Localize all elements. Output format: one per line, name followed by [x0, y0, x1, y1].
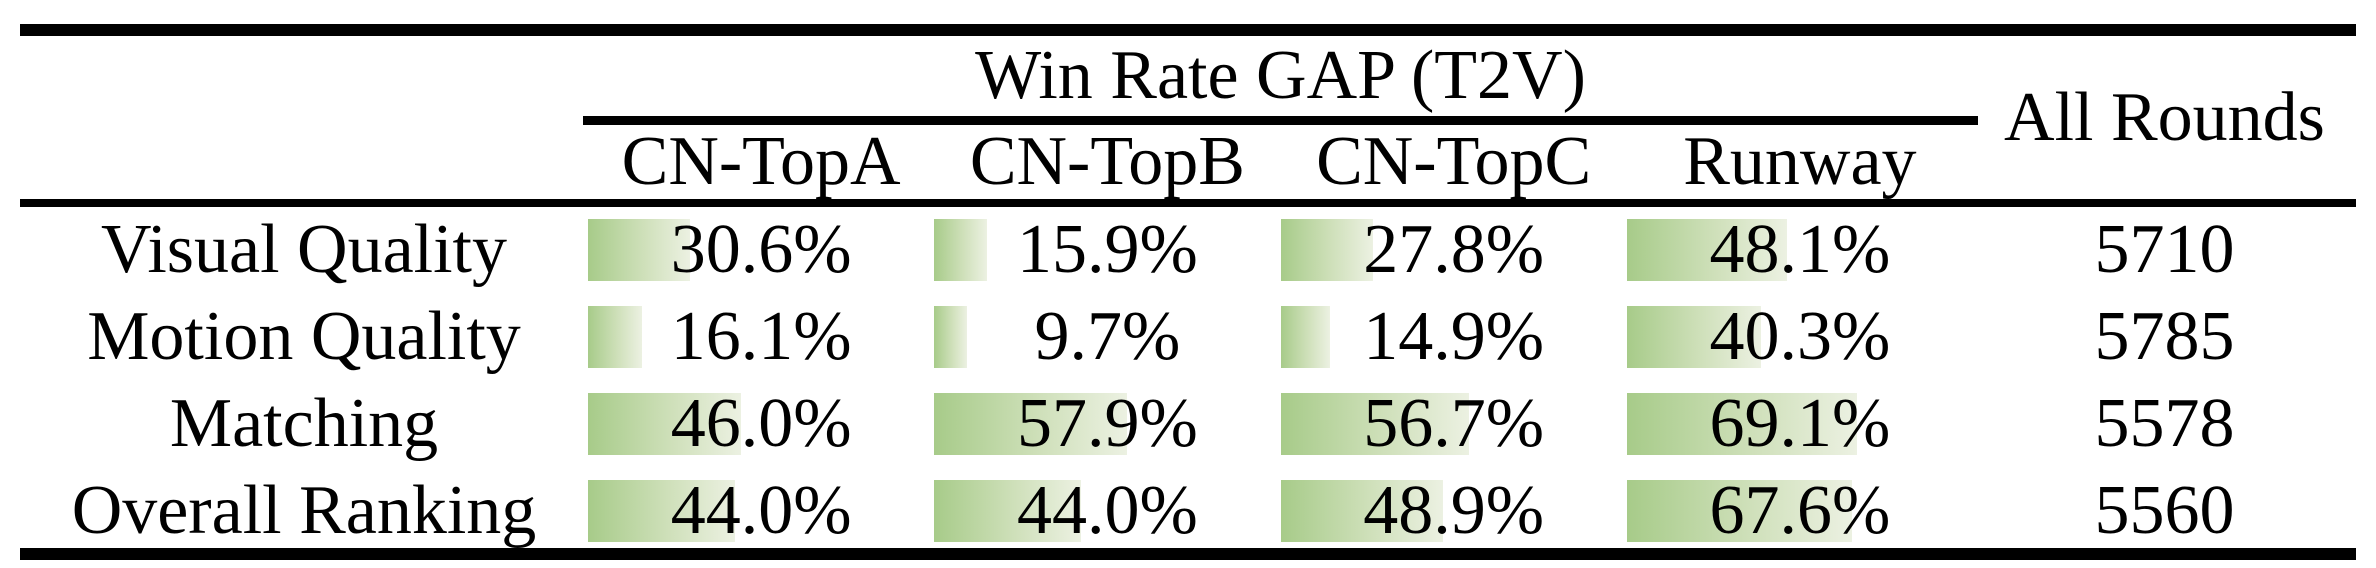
table-cell: 30.6%: [588, 206, 934, 293]
win-rate-value: 15.9%: [1016, 210, 1198, 288]
win-rate-bar: [1626, 392, 1857, 455]
top-rule: [20, 24, 2356, 36]
win-rate-bar: [1280, 305, 1331, 368]
row-label: Matching: [169, 384, 439, 462]
column-header-row: CN-TopA CN-TopB CN-TopC Runway: [588, 125, 1973, 199]
column-header-cn-topc: CN-TopC: [1316, 123, 1592, 200]
win-rate-bar: [588, 305, 642, 368]
win-rate-bar: [934, 305, 967, 368]
table-cell: 44.0%: [588, 467, 934, 554]
win-rate-bar: [1280, 218, 1374, 281]
win-rate-bar: [588, 392, 742, 455]
row-label: Motion Quality: [87, 297, 521, 375]
bottom-rule: [20, 548, 2356, 560]
row-label: Visual Quality: [100, 210, 508, 288]
all-rounds-header: All Rounds: [2004, 78, 2325, 156]
win-rate-value: 44.0%: [670, 471, 852, 549]
win-rate-bar: [934, 218, 988, 281]
win-rate-bar: [1280, 392, 1470, 455]
win-rate-bar: [934, 479, 1081, 542]
all-rounds-value: 5785: [2094, 297, 2235, 375]
all-rounds-value: 5560: [2094, 471, 2235, 549]
win-rate-value: 16.1%: [670, 297, 852, 375]
win-rate-bar: [1626, 305, 1761, 368]
win-rate-bar: [588, 479, 735, 542]
win-rate-bar: [1626, 218, 1787, 281]
all-rounds-value: 5710: [2094, 210, 2235, 288]
win-rate-bar: [1626, 479, 1852, 542]
table-cell: 44.0%: [934, 467, 1280, 554]
group-header: Win Rate GAP (T2V): [975, 37, 1586, 114]
win-rate-value: 57.9%: [1016, 384, 1198, 462]
table-cell: 67.6%: [1626, 467, 1973, 554]
win-rate-value: 9.7%: [1034, 297, 1181, 375]
win-rate-value: 30.6%: [670, 210, 852, 288]
win-rate-bar: [588, 218, 690, 281]
win-rate-value: 14.9%: [1363, 297, 1545, 375]
table-cell: 69.1%: [1626, 380, 1973, 467]
win-rate-value: 48.1%: [1709, 210, 1891, 288]
win-rate-value: 27.8%: [1363, 210, 1545, 288]
header-separator-rule: [20, 199, 2356, 207]
table-cell: 15.9%: [934, 206, 1280, 293]
table-cell: 40.3%: [1626, 293, 1973, 380]
table-cell: 48.1%: [1626, 206, 1973, 293]
row-label: Overall Ranking: [71, 471, 537, 549]
table-cell: 57.9%: [934, 380, 1280, 467]
win-rate-value: 69.1%: [1709, 384, 1891, 462]
table-cell: 56.7%: [1280, 380, 1627, 467]
table-cell: 9.7%: [934, 293, 1280, 380]
win-rate-value: 44.0%: [1016, 471, 1198, 549]
group-header-rule: [583, 116, 1978, 125]
win-rate-value: 48.9%: [1363, 471, 1545, 549]
column-header-runway: Runway: [1683, 123, 1917, 200]
win-rate-value: 46.0%: [670, 384, 852, 462]
all-rounds-value: 5578: [2094, 384, 2235, 462]
table-cell: 27.8%: [1280, 206, 1627, 293]
table-body: Visual Quality 30.6% 15.9% 27.8% 48.1% 5…: [20, 206, 2356, 554]
win-rate-value: 40.3%: [1709, 297, 1891, 375]
win-rate-bar: [1280, 479, 1444, 542]
table-cell: 16.1%: [588, 293, 934, 380]
win-rate-value: 56.7%: [1363, 384, 1545, 462]
column-header-cn-topa: CN-TopA: [621, 123, 901, 200]
win-rate-value: 67.6%: [1709, 471, 1891, 549]
table-cell: 46.0%: [588, 380, 934, 467]
table-cell: 14.9%: [1280, 293, 1627, 380]
win-rate-bar: [934, 392, 1128, 455]
column-header-cn-topb: CN-TopB: [969, 123, 1245, 200]
table-cell: 48.9%: [1280, 467, 1627, 554]
